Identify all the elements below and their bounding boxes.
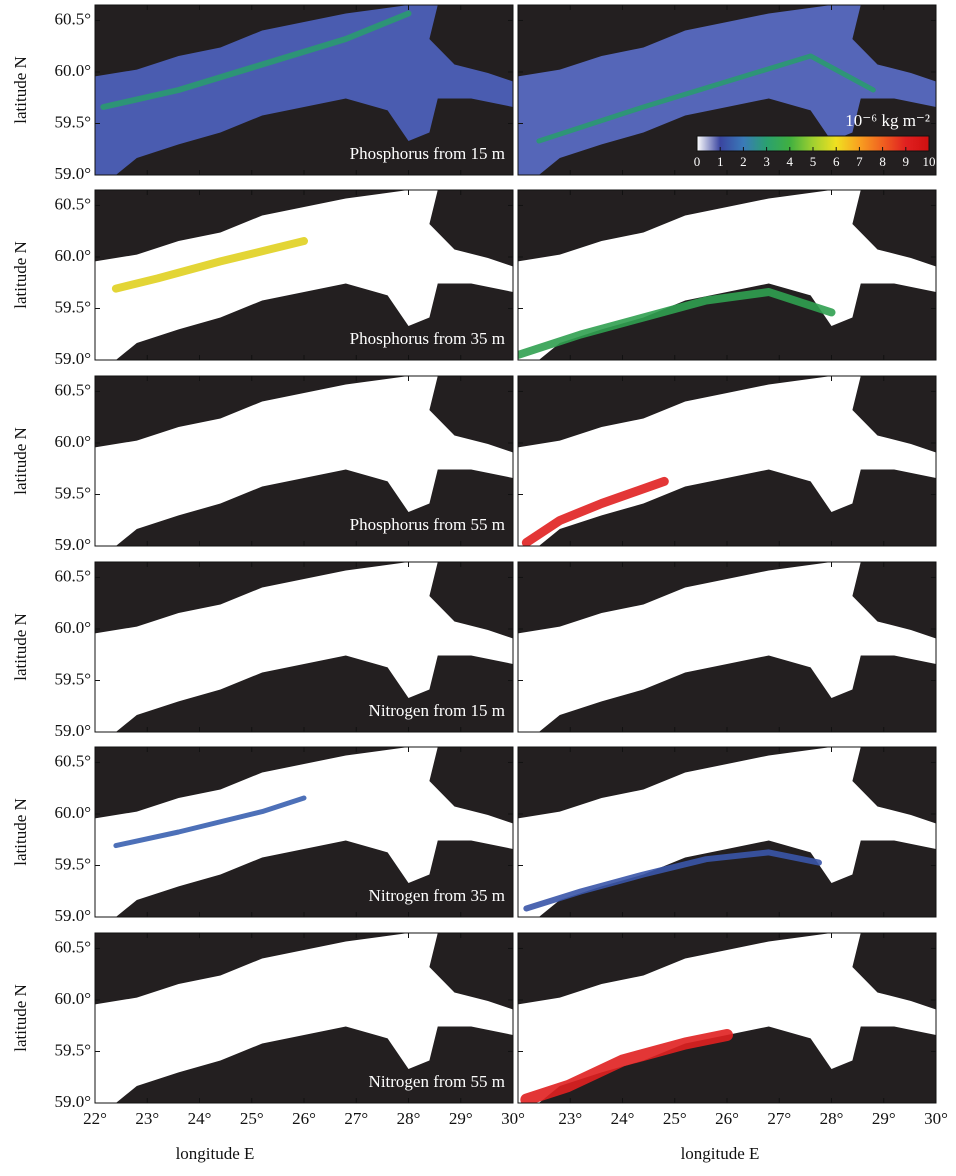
x-tick-label: 26° <box>292 1109 316 1128</box>
sea <box>95 190 513 360</box>
map-panel <box>95 933 513 1103</box>
map-panel <box>95 747 513 917</box>
panel-label: Nitrogen from 35 m <box>369 886 505 905</box>
y-tick-label: 59.5° <box>54 483 91 502</box>
x-tick-label: 22° <box>83 1109 107 1128</box>
x-tick-label: 28° <box>820 1109 844 1128</box>
y-tick-label: 60.0° <box>54 432 91 451</box>
y-tick-label: 60.5° <box>54 751 91 770</box>
colorbar-tick-label: 10 <box>923 154 936 169</box>
x-tick-label: 27° <box>767 1109 791 1128</box>
y-tick-label: 59.5° <box>54 1040 91 1059</box>
sea <box>518 190 936 360</box>
y-tick-label: 59.0° <box>54 906 91 925</box>
plume <box>520 1029 733 1103</box>
colorbar-tick-label: 0 <box>694 154 701 169</box>
x-tick-label: 29° <box>872 1109 896 1128</box>
y-axis-label: latitude N <box>11 241 30 309</box>
x-tick-label: 27° <box>344 1109 368 1128</box>
map-panel <box>518 933 936 1103</box>
map-panel <box>95 5 513 175</box>
y-tick-label: 59.0° <box>54 1092 91 1111</box>
x-tick-label: 25° <box>663 1109 687 1128</box>
y-tick-label: 59.0° <box>54 164 91 183</box>
y-tick-label: 59.5° <box>54 669 91 688</box>
panel-label: Phosphorus from 55 m <box>350 515 505 534</box>
y-tick-label: 59.0° <box>54 535 91 554</box>
sea <box>95 933 513 1103</box>
sea <box>518 747 936 917</box>
y-tick-label: 59.0° <box>54 721 91 740</box>
y-tick-label: 60.0° <box>54 246 91 265</box>
x-tick-label: 30° <box>924 1109 948 1128</box>
colorbar-tick-label: 2 <box>740 154 747 169</box>
x-tick-label: 24° <box>611 1109 635 1128</box>
map-panel <box>95 190 513 360</box>
x-tick-label: 26° <box>715 1109 739 1128</box>
x-tick-label: 24° <box>188 1109 212 1128</box>
y-tick-label: 60.5° <box>54 566 91 585</box>
map-panel <box>518 747 936 917</box>
colorbar-label: 10⁻⁶ kg m⁻² <box>845 111 930 130</box>
sea <box>95 5 513 175</box>
y-tick-label: 60.0° <box>54 989 91 1008</box>
y-tick-label: 60.0° <box>54 803 91 822</box>
colorbar-tick-label: 4 <box>787 154 794 169</box>
x-tick-label: 23° <box>135 1109 159 1128</box>
y-axis-label: latitude N <box>11 427 30 495</box>
sea <box>518 5 936 175</box>
map-panel <box>95 376 513 546</box>
panel-label: Phosphorus from 35 m <box>350 329 505 348</box>
sea <box>518 376 936 546</box>
x-tick-label: 23° <box>558 1109 582 1128</box>
colorbar-tick-label: 7 <box>856 154 863 169</box>
plume <box>113 795 307 849</box>
plume <box>521 476 669 546</box>
map-panel <box>518 376 936 546</box>
colorbar-tick-label: 8 <box>879 154 886 169</box>
x-tick-label: 30° <box>501 1109 525 1128</box>
panel-label: Nitrogen from 55 m <box>369 1072 505 1091</box>
panel-label: Nitrogen from 15 m <box>369 701 505 720</box>
x-tick-label: 28° <box>397 1109 421 1128</box>
map-panel <box>518 5 936 175</box>
map-panel <box>518 190 936 360</box>
panel-label: Phosphorus from 15 m <box>350 144 505 163</box>
x-axis-label: longitude E <box>176 1144 255 1163</box>
sea <box>95 376 513 546</box>
map-panel <box>95 562 513 732</box>
colorbar-tick-label: 9 <box>903 154 910 169</box>
y-tick-label: 60.5° <box>54 380 91 399</box>
plume <box>536 53 876 144</box>
colorbar-tick-label: 6 <box>833 154 840 169</box>
y-tick-label: 60.5° <box>54 937 91 956</box>
x-tick-label: 29° <box>449 1109 473 1128</box>
y-tick-label: 60.0° <box>54 61 91 80</box>
x-axis-label: longitude E <box>681 1144 760 1163</box>
y-axis-label: latitude N <box>11 984 30 1052</box>
colorbar-tick-label: 1 <box>717 154 724 169</box>
map-panel <box>518 562 936 732</box>
y-tick-label: 60.0° <box>54 618 91 637</box>
y-tick-label: 59.0° <box>54 349 91 368</box>
y-axis-label: latitude N <box>11 613 30 681</box>
plume <box>523 849 822 912</box>
y-tick-label: 60.5° <box>54 9 91 28</box>
y-axis-label: latitude N <box>11 56 30 124</box>
y-axis-label: latitude N <box>11 798 30 866</box>
plume <box>111 237 308 293</box>
sea <box>95 562 513 732</box>
sea <box>95 747 513 917</box>
plume <box>518 288 836 359</box>
y-tick-label: 59.5° <box>54 854 91 873</box>
plume <box>100 10 412 110</box>
x-tick-label: 25° <box>240 1109 264 1128</box>
y-tick-label: 59.5° <box>54 112 91 131</box>
sea <box>518 562 936 732</box>
y-tick-label: 60.5° <box>54 194 91 213</box>
y-tick-label: 59.5° <box>54 297 91 316</box>
colorbar-tick-label: 5 <box>810 154 817 169</box>
colorbar-tick-label: 3 <box>763 154 770 169</box>
